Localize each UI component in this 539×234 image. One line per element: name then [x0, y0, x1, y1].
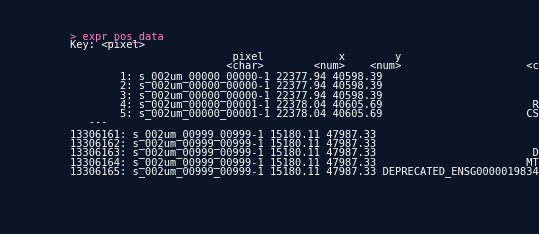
Text: 5: s_002um_00000_00001-1 22378.04 40605.69                       CSNK1G2     1: 5: s_002um_00000_00001-1 22378.04 40605.… [71, 108, 539, 119]
Text: 3: s_002um_00000_00000-1 22377.94 40598.39                         DGCR8     1: 3: s_002um_00000_00000-1 22377.94 40598.… [71, 90, 539, 101]
Text: 4: s_002um_00000_00001-1 22378.04 40605.69                        RNASEK     1: 4: s_002um_00000_00001-1 22378.04 40605.… [71, 99, 539, 110]
Text: 13306163: s_002um_00999_00999-1 15180.11 47987.33                         DID01 : 13306163: s_002um_00999_00999-1 15180.11… [71, 147, 539, 158]
Text: 13306161: s_002um_00999_00999-1 15180.11 47987.33                          JAG1 : 13306161: s_002um_00999_00999-1 15180.11… [71, 129, 539, 140]
Text: <char>        <num>    <num>                    <char> <num>: <char> <num> <num> <char> <num> [71, 61, 539, 71]
Text: 1: s_002um_00000_00000-1 22377.94 40598.39                         MED23     1: 1: s_002um_00000_00000-1 22377.94 40598.… [71, 71, 539, 82]
Text: > expr_pos_data: > expr_pos_data [71, 31, 164, 42]
Text: pixel            x        y                      gene count: pixel x y gene count [71, 52, 539, 62]
Text: 13306164: s_002um_00999_00999-1 15180.11 47987.33                        MT-ND4 : 13306164: s_002um_00999_00999-1 15180.11… [71, 157, 539, 168]
Text: 2: s_002um_00000_00000-1 22377.94 40598.39                         MTFR1     1: 2: s_002um_00000_00000-1 22377.94 40598.… [71, 80, 539, 91]
Text: ---: --- [71, 117, 108, 127]
Text: 13306165: s_002um_00999_00999-1 15180.11 47987.33 DEPRECATED_ENSG00000198346    : 13306165: s_002um_00999_00999-1 15180.11… [71, 166, 539, 177]
Text: 13306162: s_002um_00999_00999-1 15180.11 47987.33                          MYL9 : 13306162: s_002um_00999_00999-1 15180.11… [71, 138, 539, 149]
Text: Key: <pixel>: Key: <pixel> [71, 40, 146, 50]
